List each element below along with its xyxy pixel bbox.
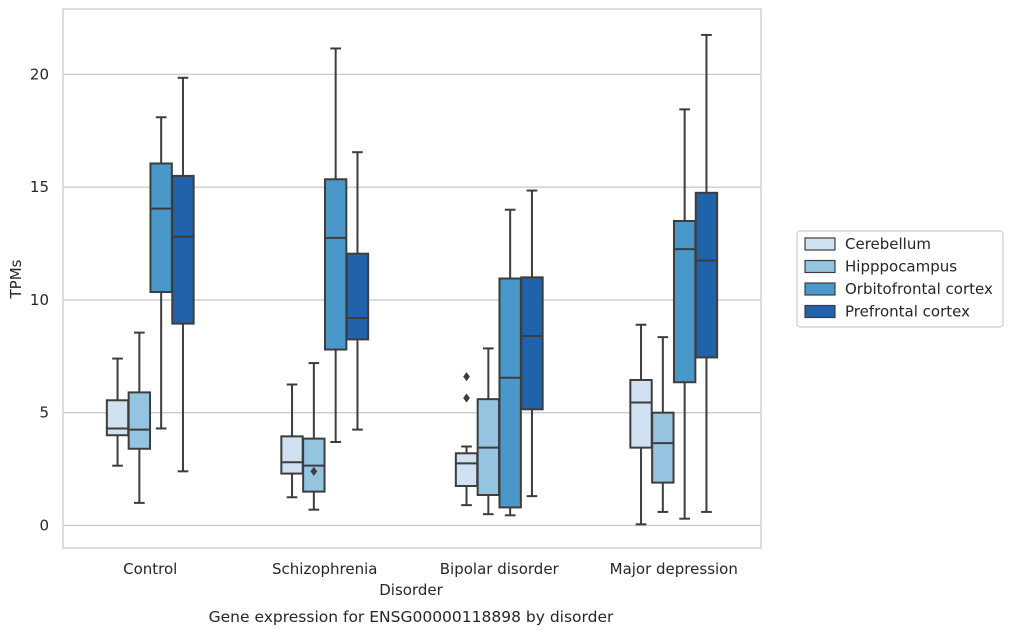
box-body (520, 276, 544, 411)
legend-label: Orbitofrontal cortex (845, 280, 993, 298)
box-body (345, 252, 370, 341)
x-tick-label: Bipolar disorder (440, 560, 560, 578)
y-tick-label: 20 (30, 65, 49, 83)
box (629, 323, 653, 526)
series-orbitofrontal-cortex (149, 47, 697, 520)
y-axis-ticks: 0 5 10 15 20 (30, 65, 49, 534)
outlier-point (463, 372, 470, 382)
series-prefrontal-cortex (171, 33, 719, 513)
y-tick-label: 15 (30, 178, 49, 196)
box-body (629, 378, 653, 449)
box (171, 76, 195, 473)
box (520, 189, 544, 498)
legend-label: Cerebellum (845, 235, 931, 253)
legend-label: Hipppocampus (845, 258, 957, 276)
box (454, 372, 479, 507)
box (476, 347, 501, 516)
box-body (694, 191, 719, 359)
series-cerebellum (105, 323, 653, 526)
box-body (651, 411, 675, 484)
legend-swatch (804, 282, 836, 296)
box (302, 362, 326, 511)
box-body (323, 178, 348, 351)
legend-swatch (804, 304, 836, 319)
box (694, 33, 719, 513)
legend-swatch (804, 237, 836, 251)
box-body (498, 277, 522, 509)
chart-caption: Gene expression for ENSG00000118898 by d… (209, 608, 614, 626)
box (345, 151, 370, 431)
legend-swatch (804, 259, 836, 274)
legend-frame (796, 230, 1004, 328)
box-body (149, 162, 173, 294)
legend: Cerebellum Hipppocampus Orbitofrontal cort… (796, 230, 1004, 328)
box-body (454, 452, 479, 487)
x-tick-label: Control (123, 560, 177, 578)
box (651, 336, 675, 513)
x-axis-ticks: Control Schizophrenia Bipolar disorder Majo… (123, 560, 738, 578)
box (127, 331, 152, 504)
y-axis-label: TPMs (7, 259, 25, 299)
box-body (672, 219, 697, 384)
x-axis-label: Disorder (379, 581, 443, 599)
y-tick-label: 10 (30, 291, 49, 309)
box (498, 208, 522, 517)
box-body (171, 174, 195, 325)
legend-label: Prefrontal cortex (845, 303, 970, 321)
box (280, 383, 304, 499)
series-hipppocampus (127, 331, 675, 516)
outlier-point (310, 466, 318, 476)
box-body (280, 435, 304, 475)
box (105, 357, 130, 467)
box-plot-series (105, 33, 719, 526)
box (149, 116, 173, 430)
y-tick-label: 5 (39, 404, 49, 422)
box-body (127, 391, 152, 450)
plot-frame (62, 8, 762, 549)
x-tick-label: Major depression (610, 560, 738, 578)
box (323, 47, 348, 444)
x-tick-label: Schizophrenia (272, 560, 377, 578)
outlier-point (463, 393, 470, 403)
y-tick-label: 0 (39, 516, 49, 534)
box-body (105, 399, 130, 437)
box (672, 108, 697, 520)
